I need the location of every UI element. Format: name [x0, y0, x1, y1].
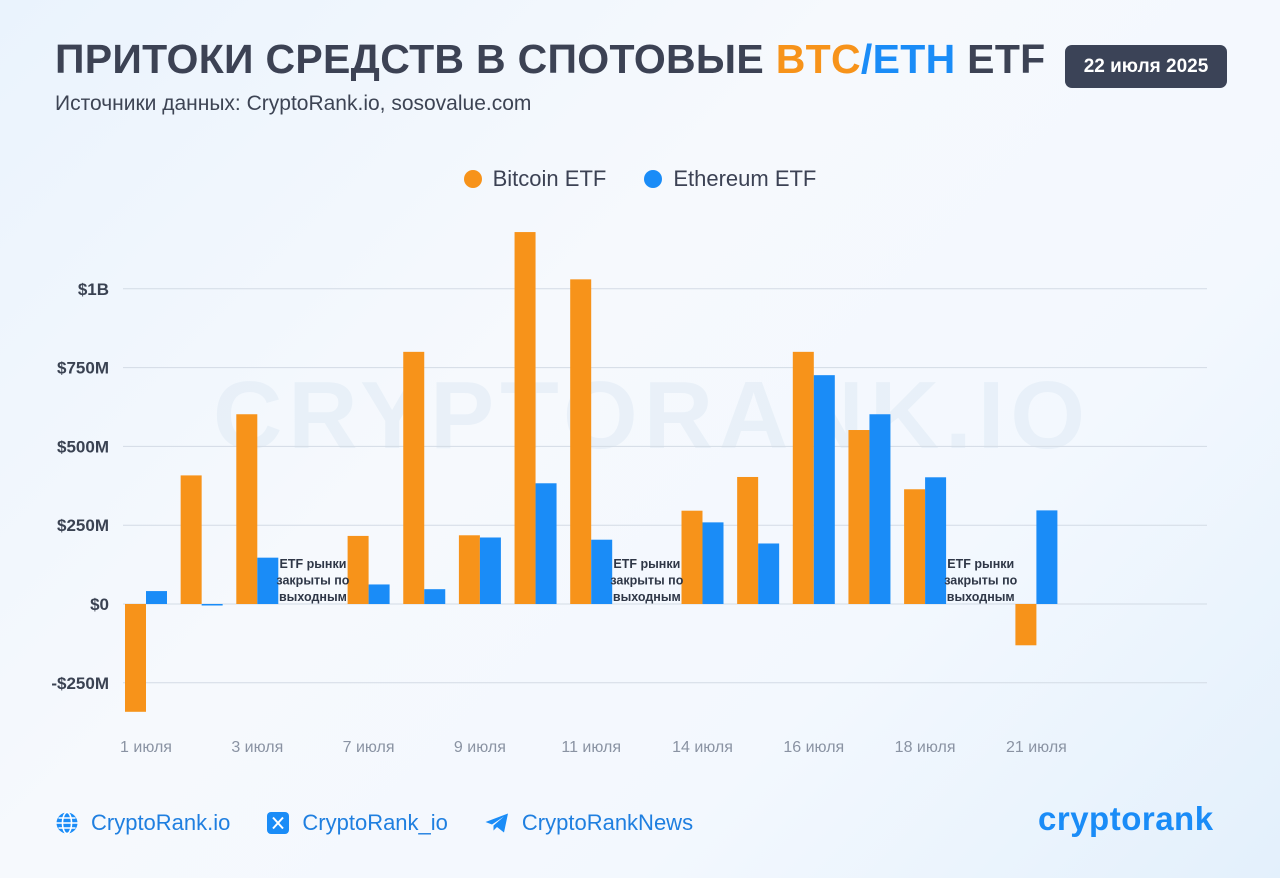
y-tick-label: $1B [78, 280, 109, 299]
btc-bar [180, 475, 202, 604]
market-closed-annotation: ETF рынки закрыты по выходным [944, 557, 1017, 604]
watermark: CRYPTORANK.IO [213, 362, 1091, 469]
eth-bar [201, 604, 223, 606]
globe-icon [56, 811, 78, 835]
title-btc: BTC [775, 36, 861, 82]
y-tick-label: $500M [57, 437, 109, 456]
footer-website-link[interactable]: CryptoRank.io [55, 810, 230, 836]
btc-bar [904, 489, 926, 604]
x-tick-label: 1 июля [120, 739, 172, 756]
legend-dot-eth-icon [644, 170, 663, 188]
btc-bar [570, 279, 592, 604]
eth-bar [424, 589, 446, 604]
legend-item-eth: Ethereum ETF [644, 166, 816, 192]
x-tick-label: 21 июля [1006, 739, 1067, 756]
x-tick-label: 16 июля [783, 739, 844, 756]
eth-bar [257, 557, 279, 604]
eth-bar [1036, 510, 1058, 604]
eth-bar [813, 375, 835, 604]
btc-bar [236, 414, 258, 604]
btc-bar [737, 476, 759, 604]
y-tick-label: -$250M [51, 674, 109, 693]
x-tick-label: 3 июля [231, 739, 283, 756]
btc-bar [848, 430, 870, 604]
legend-item-btc: Bitcoin ETF [463, 166, 607, 192]
footer-telegram-link[interactable]: CryptoRankNews [484, 810, 693, 836]
y-tick-label: $0 [90, 595, 109, 614]
eth-bar [368, 584, 390, 604]
eth-bar [535, 483, 557, 604]
x-tick-label: 11 июля [561, 739, 621, 756]
btc-bar [681, 510, 703, 604]
btc-bar [514, 232, 536, 604]
btc-bar [347, 535, 369, 604]
btc-bar [403, 351, 425, 604]
footer-website-label: CryptoRank.io [91, 810, 231, 835]
data-sources-subtitle: Источники данных: CryptoRank.io, sosoval… [55, 92, 532, 115]
btc-bar [1015, 604, 1037, 646]
x-tick-label: 18 июля [895, 739, 956, 756]
footer-telegram-label: CryptoRankNews [521, 810, 694, 835]
date-badge: 22 июля 2025 [1065, 45, 1227, 88]
btc-bar [458, 535, 480, 604]
x-tick-label: 7 июля [343, 739, 395, 756]
eth-bar [479, 537, 501, 604]
title-eth: ETH [872, 36, 956, 82]
eth-bar [869, 414, 891, 604]
market-closed-annotation: ETF рынки закрыты по выходным [276, 557, 349, 604]
cryptorank-logo: cryptorank [1038, 800, 1214, 837]
market-closed-annotation: ETF рынки закрыты по выходным [610, 557, 683, 604]
page-title: ПРИТОКИ СРЕДСТВ В СПОТОВЫЕ BTC/ETH ETF [55, 36, 1046, 82]
title-slash: / [860, 36, 873, 82]
y-tick-label: $750M [57, 359, 109, 378]
x-tick-label: 14 июля [672, 739, 733, 756]
eth-bar [146, 591, 167, 604]
btc-bar [125, 604, 146, 712]
x-twitter-icon [267, 812, 290, 834]
x-tick-label: 9 июля [454, 739, 506, 756]
legend-label-btc: Bitcoin ETF [492, 166, 607, 191]
chart-legend: Bitcoin ETF Ethereum ETF [0, 166, 1280, 192]
legend-dot-btc-icon [463, 170, 482, 188]
footer-links: CryptoRank.io CryptoRank_io CryptoRankNe… [55, 810, 693, 836]
eth-bar [925, 477, 947, 604]
telegram-icon [485, 813, 508, 833]
btc-bar [792, 351, 814, 604]
eth-bar [591, 539, 613, 604]
legend-label-eth: Ethereum ETF [673, 166, 817, 191]
footer-twitter-label: CryptoRank_io [302, 810, 448, 835]
eth-bar [702, 522, 724, 604]
y-tick-label: $250M [57, 516, 109, 535]
eth-bar [758, 543, 780, 604]
footer-twitter-link[interactable]: CryptoRank_io [266, 810, 448, 836]
